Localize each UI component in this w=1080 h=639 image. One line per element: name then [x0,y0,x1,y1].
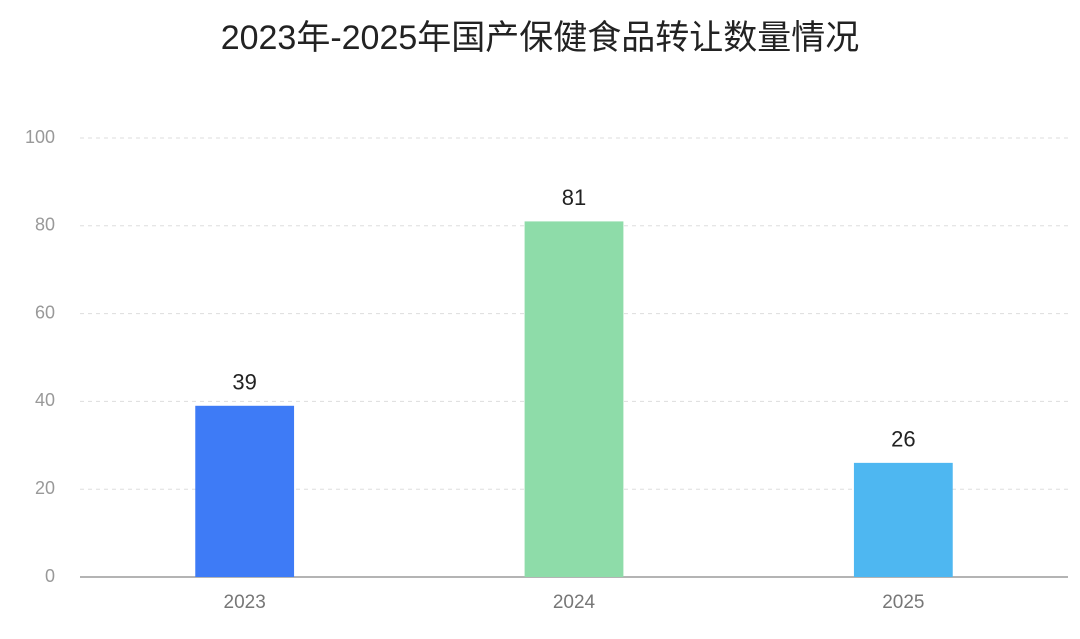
y-tick-label: 100 [25,127,55,147]
y-tick-label: 0 [45,566,55,586]
value-label: 39 [232,370,256,395]
y-tick-label: 60 [35,302,55,322]
bar [524,221,624,577]
x-tick-label: 2025 [882,592,924,613]
value-label: 81 [562,185,586,210]
value-label: 26 [891,427,915,452]
y-tick-label: 80 [35,215,55,235]
y-tick-label: 40 [35,390,55,410]
x-tick-label: 2023 [224,592,266,613]
y-tick-label: 20 [35,478,55,498]
x-tick-label: 2024 [553,592,596,613]
chart-title: 2023年-2025年国产保健食品转让数量情况 [221,19,860,57]
bar [195,405,295,577]
bar [853,462,953,577]
